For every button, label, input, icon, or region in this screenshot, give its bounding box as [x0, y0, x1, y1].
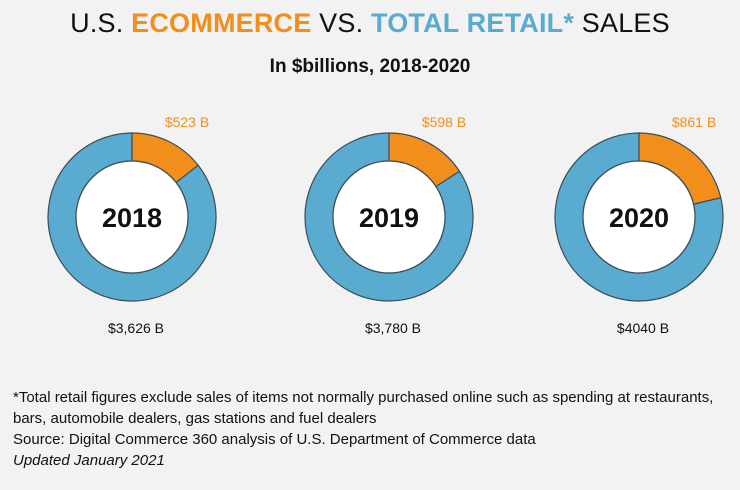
year-label-2019: 2019 [359, 203, 419, 233]
updated-note: Updated January 2021 [13, 452, 165, 469]
year-label-2018: 2018 [102, 203, 162, 233]
title-prefix: U.S. [70, 8, 124, 38]
total-retail-label-2018: $3,626 B [108, 320, 164, 336]
source-note: Source: Digital Commerce 360 analysis of… [13, 431, 536, 448]
donut-charts: 2018 $523 B $3,626 B 2019 $598 B $3,780 B 2020… [47, 114, 724, 336]
chart-subtitle: In $billions, 2018-2020 [269, 56, 471, 77]
ecommerce-label-2019: $598 B [422, 114, 466, 130]
donut-hole-2019 [332, 160, 446, 274]
footnote: *Total retail figures exclude sales of i… [13, 389, 714, 427]
title-vs: VS. [319, 8, 364, 38]
title-ecommerce: ECOMMERCE [131, 8, 312, 38]
chart-title: U.S. ECOMMERCE VS. TOTAL RETAIL* SALES [0, 8, 740, 39]
notes: *Total retail figures exclude sales of i… [13, 387, 728, 471]
donut-hole-2020 [582, 160, 696, 274]
total-retail-label-2020: $4040 B [617, 320, 669, 336]
ecommerce-label-2020: $861 B [672, 114, 716, 130]
year-label-2020: 2020 [609, 203, 669, 233]
title-sales: SALES [581, 8, 670, 38]
title-total-retail: TOTAL RETAIL* [371, 8, 574, 38]
donut-hole-2018 [75, 160, 189, 274]
title-asterisk: * [563, 8, 575, 38]
ecommerce-label-2018: $523 B [165, 114, 209, 130]
total-retail-label-2019: $3,780 B [365, 320, 421, 336]
title-total-retail-text: TOTAL RETAIL [370, 8, 564, 38]
